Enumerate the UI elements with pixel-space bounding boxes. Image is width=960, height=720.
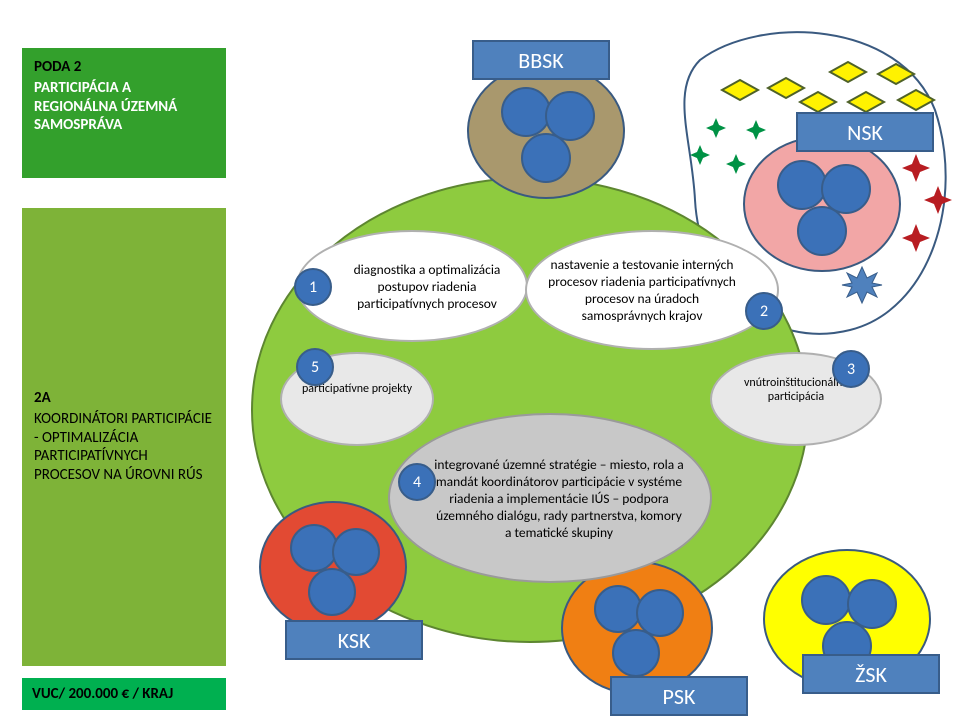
node-3: vnútroinštitucionálna participácia 3 xyxy=(710,352,882,446)
tag-nsk: NSK xyxy=(796,112,934,152)
sidebar-box-poda2: PODA 2 PARTICIPÁCIA A REGIONÁLNA ÚZEMNÁ … xyxy=(22,48,226,178)
node-1: diagnostika a optimalizácia postupov ria… xyxy=(296,230,528,342)
node-2: nastavenie a testovanie interných proces… xyxy=(525,230,779,350)
sidebar-box1-title: PODA 2 xyxy=(34,58,214,77)
node-3-number: 3 xyxy=(832,350,870,388)
sidebar-box-budget: VUC/ 200.000 € / KRAJ xyxy=(22,678,226,710)
node-1-text: diagnostika a optimalizácia postupov ria… xyxy=(338,244,516,328)
node-5-text: participatívne projekty xyxy=(296,382,418,434)
node-5-number: 5 xyxy=(296,348,334,386)
node-4: integrované územné stratégie – miesto, r… xyxy=(388,413,712,583)
sidebar-box-2a: 2A KOORDINÁTORI PARTICIPÁCIE - OPTIMALIZ… xyxy=(22,208,226,666)
sidebar-box2-subtitle: KOORDINÁTORI PARTICIPÁCIE - OPTIMALIZÁCI… xyxy=(34,410,214,485)
node-1-number: 1 xyxy=(294,268,332,306)
tag-bbsk: BBSK xyxy=(472,40,610,80)
node-2-number: 2 xyxy=(745,292,783,330)
region-bubble-nsk xyxy=(742,135,902,273)
node-4-text: integrované územné stratégie – miesto, r… xyxy=(432,433,686,563)
region-bubble-bbsk xyxy=(466,62,626,200)
tag-psk: PSK xyxy=(610,676,748,716)
sidebar-box2-title: 2A xyxy=(34,389,214,408)
tag-zsk: ŽSK xyxy=(802,654,940,694)
sidebar-box3-text: VUC/ 200.000 € / KRAJ xyxy=(32,685,173,704)
region-bubble-ksk xyxy=(258,500,408,634)
sidebar-box1-subtitle: PARTICIPÁCIA A REGIONÁLNA ÚZEMNÁ SAMOSPR… xyxy=(34,79,214,135)
node-5: participatívne projekty 5 xyxy=(280,352,434,446)
node-2-text: nastavenie a testovanie interných proces… xyxy=(545,242,739,338)
tag-ksk: KSK xyxy=(285,620,423,660)
node-4-number: 4 xyxy=(398,463,436,501)
